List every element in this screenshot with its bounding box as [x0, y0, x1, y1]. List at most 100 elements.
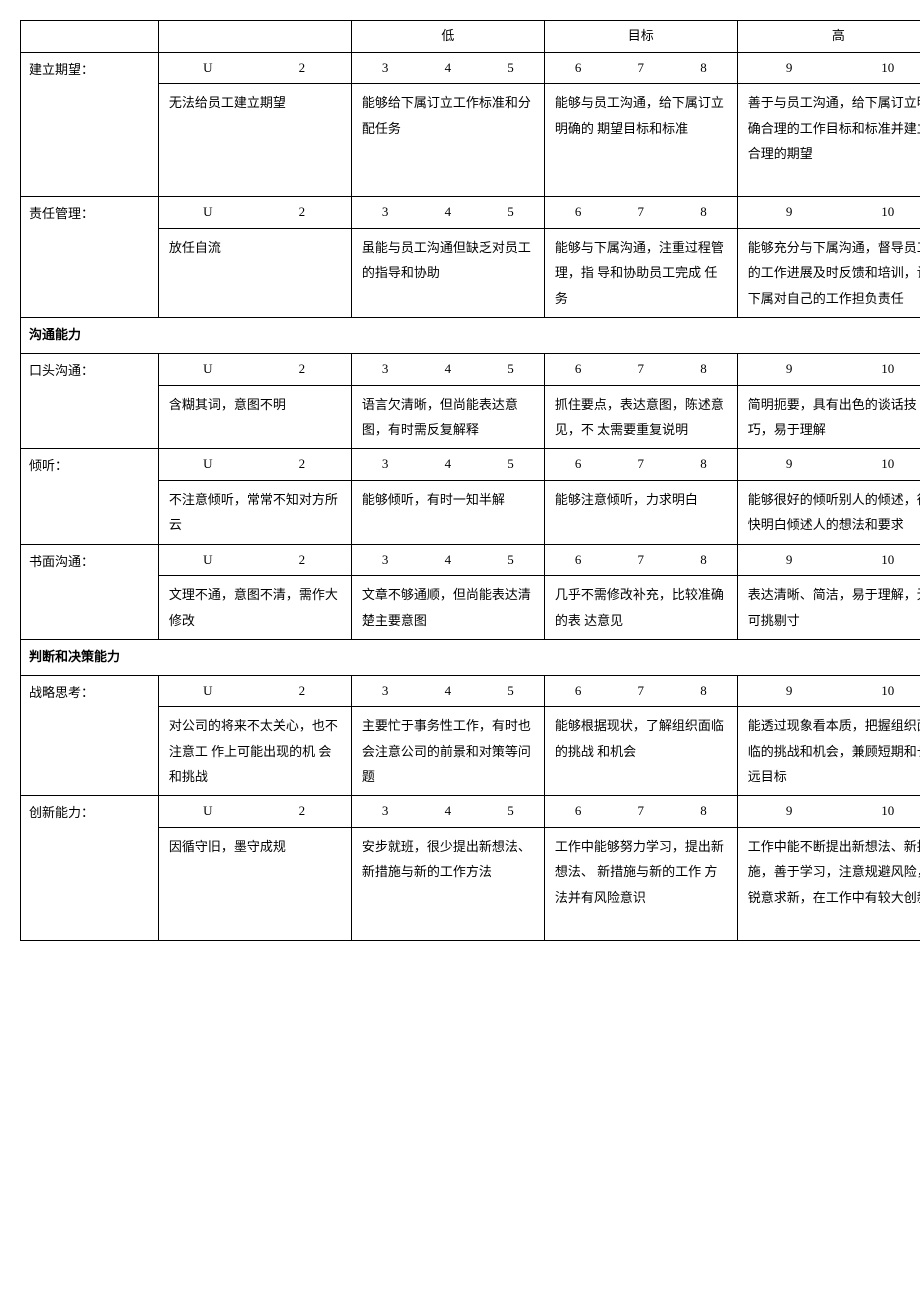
row-label: 口头沟通： — [21, 353, 159, 448]
scale-row: 创新能力：U2345678910 — [21, 796, 920, 828]
desc-cell: 不注意倾听，常常不知对方所云 — [158, 480, 351, 544]
scale-number: 2 — [255, 679, 349, 704]
header-target: 目标 — [544, 21, 737, 53]
scale-number: 2 — [255, 799, 349, 824]
scale-number: 6 — [547, 200, 610, 225]
row-label: 创新能力： — [21, 796, 159, 941]
scale-number: U — [161, 452, 255, 477]
desc-cell: 表达清晰、简洁，易于理解，无可挑剔寸 — [737, 576, 920, 640]
desc-cell: 能够注意倾听，力求明白 — [544, 480, 737, 544]
scale-number: 2 — [255, 357, 349, 382]
scale-number: 6 — [547, 548, 610, 573]
scale-number: 3 — [354, 799, 417, 824]
scale-number: 2 — [255, 56, 349, 81]
scale-number: 7 — [609, 452, 672, 477]
scale-number: 4 — [416, 357, 479, 382]
evaluation-table: 低目标高建立期望：U2345678910无法给员工建立期望能够给下属订立工作标准… — [20, 20, 920, 941]
scale-number: 6 — [547, 56, 610, 81]
scale-cell: 345 — [351, 52, 544, 84]
scale-cell: 910 — [737, 675, 920, 707]
scale-number: 6 — [547, 357, 610, 382]
scale-number: 2 — [255, 452, 349, 477]
scale-cell: 345 — [351, 675, 544, 707]
desc-cell: 主要忙于事务性工作，有时也会注意公司的前景和对策等问题 — [351, 707, 544, 796]
section-header: 沟通能力 — [21, 318, 920, 354]
scale-number: 7 — [609, 200, 672, 225]
desc-cell: 抓住要点，表达意图，陈述意见，不 太需要重复说明 — [544, 385, 737, 449]
desc-cell: 简明扼要，具有出色的谈话技巧，易于理解 — [737, 385, 920, 449]
scale-cell: 678 — [544, 675, 737, 707]
scale-cell: 910 — [737, 353, 920, 385]
scale-number: 9 — [740, 200, 839, 225]
desc-cell: 放任自流 — [158, 229, 351, 318]
desc-cell: 因循守旧，墨守成规 — [158, 828, 351, 941]
scale-number: 7 — [609, 56, 672, 81]
scale-number: 8 — [672, 56, 735, 81]
scale-number: 6 — [547, 452, 610, 477]
scale-number: 10 — [838, 548, 920, 573]
scale-cell: U2 — [158, 449, 351, 481]
scale-row: 倾听：U2345678910 — [21, 449, 920, 481]
scale-number: 4 — [416, 548, 479, 573]
section-header: 判断和决策能力 — [21, 639, 920, 675]
scale-number: 2 — [255, 548, 349, 573]
scale-number: 9 — [740, 452, 839, 477]
scale-cell: 910 — [737, 796, 920, 828]
scale-cell: U2 — [158, 796, 351, 828]
desc-cell: 文章不够通顺，但尚能表达清楚主要意图 — [351, 576, 544, 640]
scale-number: 10 — [838, 357, 920, 382]
scale-number: 2 — [255, 200, 349, 225]
scale-row: 责任管理：U2345678910 — [21, 197, 920, 229]
row-label: 战略思考： — [21, 675, 159, 796]
desc-cell: 虽能与员工沟通但缺乏对员工的指导和协助 — [351, 229, 544, 318]
scale-number: 6 — [547, 679, 610, 704]
scale-row: 书面沟通：U2345678910 — [21, 544, 920, 576]
desc-cell: 安步就班，很少提出新想法、新措施与新的工作方法 — [351, 828, 544, 941]
desc-cell: 能够给下属订立工作标准和分配任务 — [351, 84, 544, 197]
scale-number: 10 — [838, 799, 920, 824]
scale-number: 5 — [479, 548, 542, 573]
scale-number: 4 — [416, 452, 479, 477]
scale-number: 5 — [479, 452, 542, 477]
scale-number: 7 — [609, 799, 672, 824]
scale-number: U — [161, 679, 255, 704]
scale-number: 8 — [672, 200, 735, 225]
row-label: 书面沟通： — [21, 544, 159, 639]
scale-number: 10 — [838, 452, 920, 477]
scale-cell: 678 — [544, 353, 737, 385]
desc-cell: 工作中能够努力学习，提出新想法、 新措施与新的工作 方法并有风险意识 — [544, 828, 737, 941]
scale-number: 5 — [479, 799, 542, 824]
scale-number: 3 — [354, 548, 417, 573]
scale-number: 5 — [479, 200, 542, 225]
desc-cell: 能够很好的倾听别人的倾述，很快明白倾述人的想法和要求 — [737, 480, 920, 544]
scale-number: 4 — [416, 56, 479, 81]
scale-cell: U2 — [158, 544, 351, 576]
row-label: 倾听： — [21, 449, 159, 544]
scale-cell: 345 — [351, 353, 544, 385]
desc-cell: 能透过现象看本质，把握组织面临的挑战和机会，兼顾短期和长远目标 — [737, 707, 920, 796]
scale-number: 7 — [609, 679, 672, 704]
scale-number: 4 — [416, 200, 479, 225]
scale-number: U — [161, 357, 255, 382]
desc-cell: 对公司的将来不太关心，也不注意工 作上可能出现的机 会和挑战 — [158, 707, 351, 796]
scale-number: 9 — [740, 357, 839, 382]
desc-cell: 工作中能不断提出新想法、新措施，善于学习，注意规避风险，锐意求新，在工作中有较大… — [737, 828, 920, 941]
scale-number: 6 — [547, 799, 610, 824]
empty-cell — [158, 21, 351, 53]
scale-number: 8 — [672, 799, 735, 824]
scale-number: 4 — [416, 679, 479, 704]
desc-cell: 善于与员工沟通，给下属订立明确合理的工作目标和标准并建立合理的期望 — [737, 84, 920, 197]
desc-cell: 无法给员工建立期望 — [158, 84, 351, 197]
scale-cell: 345 — [351, 449, 544, 481]
desc-cell: 能够根据现状，了解组织面临的挑战 和机会 — [544, 707, 737, 796]
scale-number: 9 — [740, 548, 839, 573]
scale-cell: 678 — [544, 449, 737, 481]
row-label: 建立期望： — [21, 52, 159, 197]
scale-number: 10 — [838, 679, 920, 704]
scale-number: 3 — [354, 200, 417, 225]
scale-number: 10 — [838, 200, 920, 225]
scale-cell: U2 — [158, 197, 351, 229]
desc-cell: 几乎不需修改补充，比较准确的表 达意见 — [544, 576, 737, 640]
scale-cell: 345 — [351, 544, 544, 576]
scale-number: 5 — [479, 679, 542, 704]
